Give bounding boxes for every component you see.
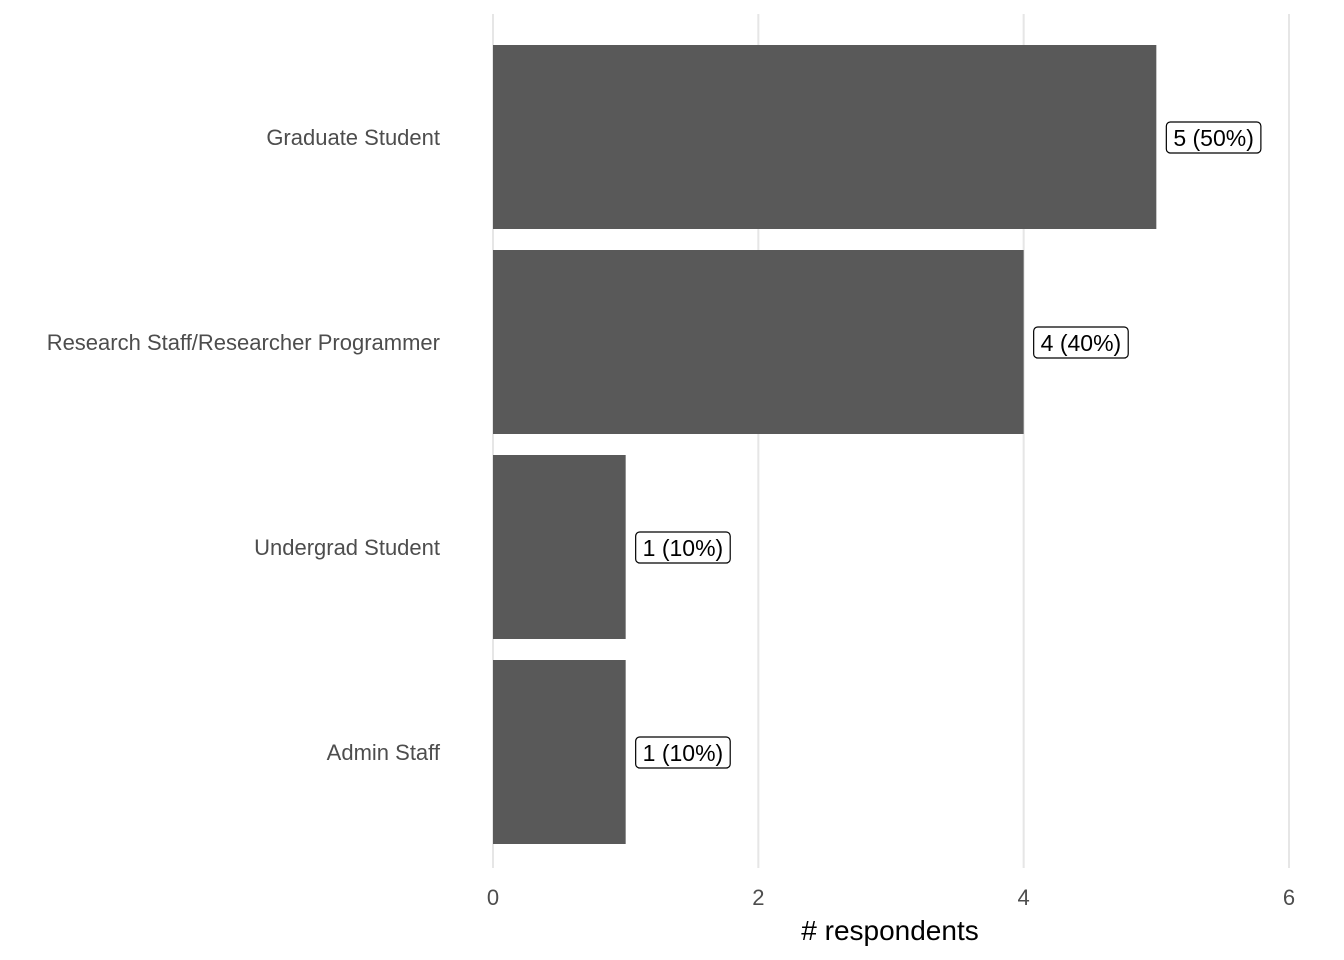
bar xyxy=(493,660,626,844)
data-label: 4 (40%) xyxy=(1033,326,1129,359)
x-tick-label: 0 xyxy=(487,885,499,910)
category-label: Admin Staff xyxy=(327,740,441,765)
bar xyxy=(493,455,626,639)
bar xyxy=(493,45,1157,229)
data-label: 1 (10%) xyxy=(635,531,731,564)
data-label-box xyxy=(1165,121,1262,154)
x-axis-title: # respondents xyxy=(801,915,978,946)
data-label-text: 1 (10%) xyxy=(643,740,724,766)
x-tick-labels: 0 2 4 6 xyxy=(487,885,1295,910)
data-labels: 5 (50%) 4 (40%) 1 (10%) 1 (10%) xyxy=(635,121,1262,769)
data-label-text: 1 (10%) xyxy=(643,535,724,561)
data-label-text: 5 (50%) xyxy=(1173,125,1254,151)
data-label-box xyxy=(635,736,731,769)
category-label: Graduate Student xyxy=(266,125,440,150)
category-label: Undergrad Student xyxy=(254,535,440,560)
x-tick-label: 2 xyxy=(752,885,764,910)
category-labels: Graduate Student Research Staff/Researche… xyxy=(47,125,441,765)
bars xyxy=(493,45,1157,844)
data-label-box xyxy=(1033,326,1129,359)
data-label-box xyxy=(635,531,731,564)
data-label: 5 (50%) xyxy=(1165,121,1262,154)
data-label: 1 (10%) xyxy=(635,736,731,769)
x-tick-label: 4 xyxy=(1018,885,1030,910)
data-label-text: 4 (40%) xyxy=(1041,330,1122,356)
x-tick-label: 6 xyxy=(1283,885,1295,910)
bar xyxy=(493,250,1024,434)
category-label: Research Staff/Researcher Programmer xyxy=(47,330,440,355)
